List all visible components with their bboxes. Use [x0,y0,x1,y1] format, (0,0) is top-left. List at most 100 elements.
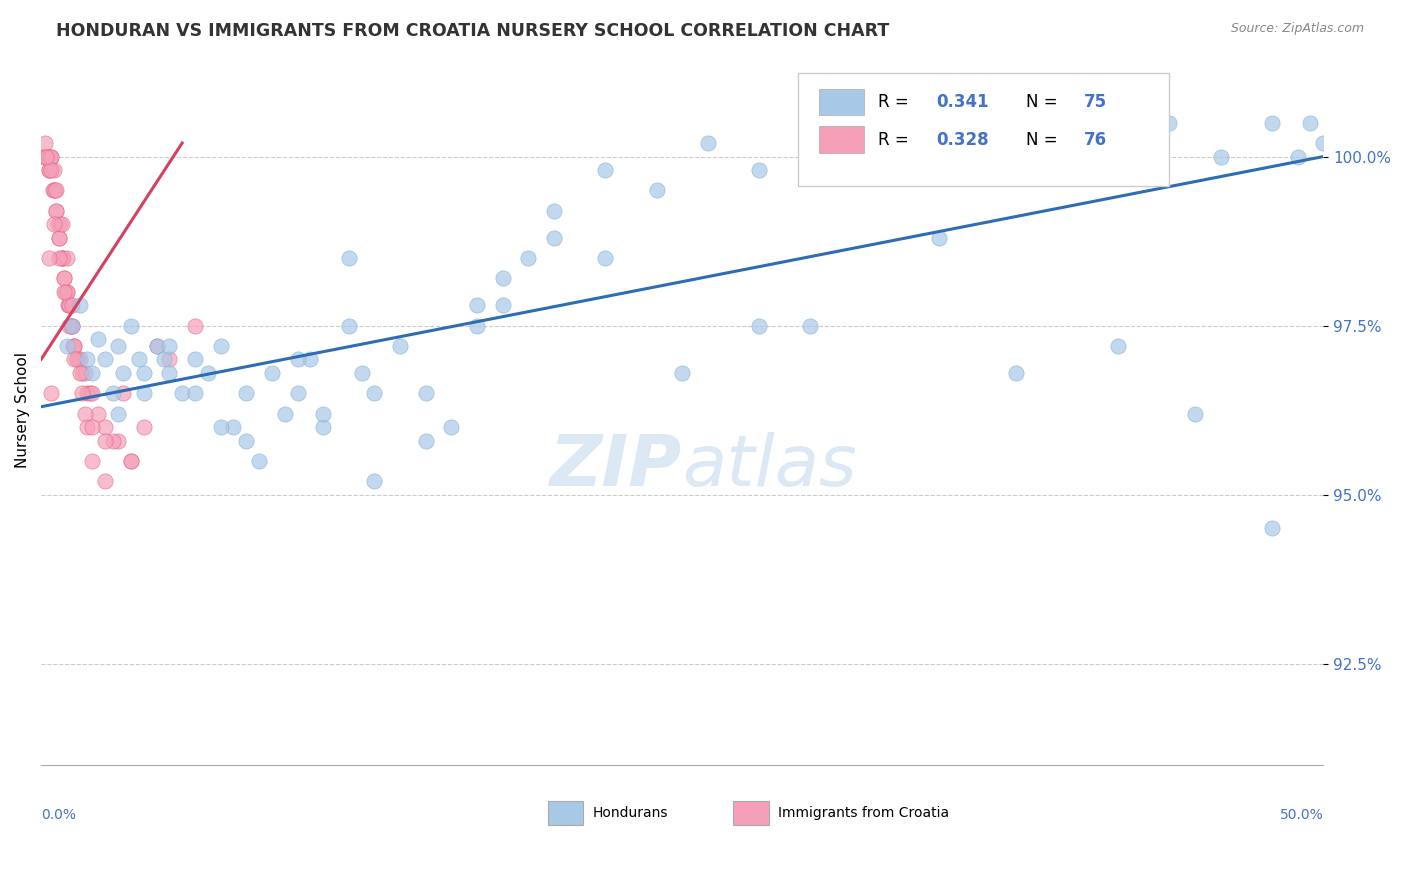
Bar [547,801,583,825]
Point [51,251,73,265]
Point [34,136,56,150]
Point [63,339,86,353]
Point [55,339,77,353]
Point [928,230,950,244]
Point [184,352,207,367]
Point [593,163,616,178]
Point [73,407,96,421]
Point [671,366,693,380]
Point [389,339,412,353]
Point [69,352,91,367]
Point [1286,150,1309,164]
Point [1056,150,1078,164]
Point [184,386,207,401]
Text: 0.0%: 0.0% [41,807,76,822]
Point [55,285,77,299]
Point [101,434,124,448]
Point [55,251,77,265]
Point [45,183,67,197]
Point [132,366,155,380]
Point [38,163,60,178]
Bar [734,801,769,825]
Point [101,386,124,401]
Point [235,386,257,401]
Point [56,298,79,312]
Text: Immigrants from Croatia: Immigrants from Croatia [779,805,949,820]
Point [59,318,82,333]
Text: R =: R = [879,130,914,149]
Point [49,217,72,231]
Point [363,386,385,401]
Point [58,298,80,312]
Point [70,366,93,380]
Point [222,420,245,434]
Point [55,285,77,299]
Point [799,116,821,130]
Point [593,251,616,265]
Point [32,150,55,164]
Point [69,298,91,312]
Point [337,251,360,265]
Text: ZIP: ZIP [550,433,682,501]
Point [337,318,360,333]
Point [60,318,83,333]
Point [55,285,77,299]
Point [42,183,65,197]
Point [748,318,770,333]
Point [1261,116,1284,130]
Point [79,386,101,401]
Point [42,217,65,231]
Point [1299,116,1322,130]
Point [86,332,108,346]
Point [37,150,59,164]
Point [38,251,60,265]
Point [82,366,104,380]
Point [48,230,70,244]
Point [543,203,565,218]
Point [107,339,129,353]
Point [235,434,257,448]
Point [1312,136,1334,150]
Point [76,352,98,367]
Point [70,386,93,401]
Point [53,271,76,285]
Point [312,407,335,421]
Point [60,318,83,333]
Point [1209,150,1232,164]
Text: atlas: atlas [682,433,856,501]
Point [51,251,73,265]
Point [128,352,150,367]
Text: R =: R = [879,93,914,111]
Point [38,163,60,178]
Point [312,420,335,434]
Point [112,366,135,380]
Point [45,203,67,218]
Point [41,163,63,178]
Point [94,420,117,434]
Point [132,420,155,434]
Point [132,386,155,401]
Point [82,386,104,401]
Point [52,251,75,265]
Point [76,420,98,434]
Point [287,352,309,367]
Point [53,285,76,299]
Text: 75: 75 [1084,93,1107,111]
Point [197,366,219,380]
Point [247,454,270,468]
Point [748,163,770,178]
Point [799,318,821,333]
Point [287,386,309,401]
Point [209,339,232,353]
Point [145,339,167,353]
Point [94,434,117,448]
Point [112,386,135,401]
Point [82,420,104,434]
Point [415,434,437,448]
Point [440,420,463,434]
Point [415,386,437,401]
Point [45,203,67,218]
Point [157,352,180,367]
Text: 0.341: 0.341 [936,93,988,111]
Point [62,339,84,353]
